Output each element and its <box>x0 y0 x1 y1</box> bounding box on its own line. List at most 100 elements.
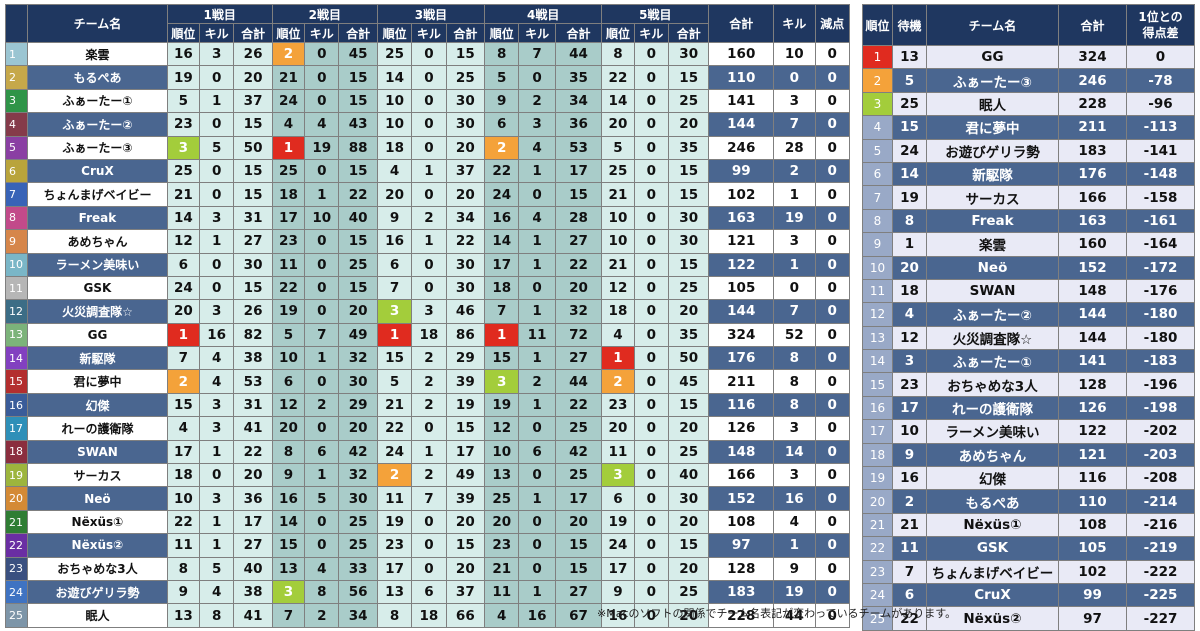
round-2-subtotal: 15 <box>338 88 378 114</box>
total-kills: 1 <box>773 533 816 558</box>
ranking-row: 17 10 ラーメン美味い 122 -202 <box>862 419 1195 444</box>
row-number: 4 <box>4 112 29 137</box>
diff-header-line1: 1位との <box>1138 10 1183 24</box>
round-1-kill: 0 <box>198 275 235 301</box>
round-2-subtotal: 34 <box>338 603 378 628</box>
round-2-subtotal: 42 <box>338 439 378 465</box>
team-row: 1 楽雲 16 3 26 2 0 45 25 0 15 8 7 44 8 0 30 160 10 0 <box>4 41 851 67</box>
rank-number: 8 <box>862 208 893 234</box>
round-1-kill: 1 <box>198 439 235 465</box>
round-3-subtotal: 39 <box>445 369 486 394</box>
round-1-kill: 4 <box>198 346 235 371</box>
round-4-rank: 23 <box>484 533 520 558</box>
rank-number: 18 <box>862 442 893 468</box>
rank-number: 24 <box>862 582 893 608</box>
round-1-rank: 14 <box>166 205 201 231</box>
round-5-rank: 20 <box>601 112 635 137</box>
round-1-rank: 1 <box>166 322 201 348</box>
seed-number: 2 <box>892 489 927 514</box>
rank-number: 1 <box>862 44 893 70</box>
ranking-row: 23 7 ちょんまげベイビー 102 -222 <box>862 559 1195 584</box>
round-3-rank: 13 <box>376 579 413 605</box>
rank-number: 21 <box>862 512 893 538</box>
round-1-rank: 22 <box>166 509 201 535</box>
round-3-subtotal: 20 <box>445 135 486 160</box>
round-4-subtotal: 35 <box>554 65 603 90</box>
rank-number: 2 <box>862 68 893 93</box>
seed-number: 9 <box>892 442 927 468</box>
round-5-rank: 11 <box>601 439 635 465</box>
seed-number: 10 <box>892 419 927 444</box>
round-2-subtotal: 15 <box>338 229 378 254</box>
round-4-rank-header: 順位 <box>484 23 520 43</box>
round-2-subtotal: 43 <box>338 112 378 137</box>
round-4-subtotal: 28 <box>554 205 603 231</box>
seed-number: 14 <box>892 161 927 187</box>
round-4-kill: 4 <box>518 205 556 231</box>
total-kills: 0 <box>773 275 816 301</box>
round-4-subtotal: 72 <box>554 322 603 348</box>
round-2-kill: 1 <box>304 463 340 488</box>
round-5-rank: 10 <box>601 205 635 231</box>
round-5-subtotal: 25 <box>667 579 710 605</box>
round-1-rank: 24 <box>166 275 201 301</box>
round-2-subtotal-header: 合計 <box>338 23 378 43</box>
team-name: CruX <box>27 158 168 184</box>
round-5-kill: 0 <box>633 439 669 465</box>
team-name: ラーメン美味い <box>27 252 168 277</box>
total-kills: 7 <box>773 112 816 137</box>
seed-number: 8 <box>892 208 927 234</box>
round-2-rank: 18 <box>271 182 306 207</box>
total-points: 105 <box>708 275 775 301</box>
rank-diff: -141 <box>1126 138 1195 163</box>
team-name: 幻傑 <box>27 392 168 418</box>
round-2-rank: 5 <box>271 322 306 348</box>
team-row: 15 君に夢中 2 4 53 6 0 30 5 2 39 3 2 44 2 0 45 211 8 0 <box>4 369 851 394</box>
round-1-rank: 8 <box>166 556 201 581</box>
round-4-rank: 18 <box>484 275 520 301</box>
round-3-rank: 16 <box>376 229 413 254</box>
team-name: サーカス <box>27 463 168 488</box>
round-5-subtotal: 25 <box>667 88 710 114</box>
round-5-rank: 8 <box>601 41 635 67</box>
round-3-rank: 23 <box>376 533 413 558</box>
round-2-subtotal: 32 <box>338 463 378 488</box>
round-4-rank: 11 <box>484 579 520 605</box>
row-number: 18 <box>4 439 29 465</box>
rank-total: 144 <box>1058 325 1127 351</box>
round-3-kill: 2 <box>411 463 447 488</box>
team-row: 18 SWAN 17 1 22 8 6 42 24 1 17 10 6 42 11 0 25 148 14 0 <box>4 439 851 465</box>
round-5-kill: 0 <box>633 369 669 394</box>
rank-diff: -113 <box>1126 115 1195 140</box>
round-3-rank: 1 <box>376 322 413 348</box>
penalty-header: 減点 <box>814 4 851 43</box>
rank-team-name: れーの護衛隊 <box>926 395 1059 421</box>
rank-number: 16 <box>862 395 893 421</box>
round-1-rank: 2 <box>166 369 201 394</box>
round-4-subtotal: 22 <box>554 392 603 418</box>
round-2-rank: 20 <box>271 416 306 441</box>
sub-header-row: 順位 キル 合計 順位 キル 合計 順位 キル 合計 順位 キル 合計 順位 キル 合計 <box>6 23 850 43</box>
total-points: 163 <box>708 205 775 231</box>
team-row: 7 ちょんまげベイビー 21 0 15 18 1 22 20 0 20 24 0 15 21 0 15 102 1 0 <box>4 182 851 207</box>
rank-diff: -198 <box>1126 395 1195 421</box>
round-5-subtotal: 30 <box>667 41 710 67</box>
ranking-row: 13 12 火災調査隊☆ 144 -180 <box>862 325 1195 351</box>
ranking-row: 10 20 Neö 152 -172 <box>862 255 1195 280</box>
rank-total: 163 <box>1058 208 1127 234</box>
total-kills: 1 <box>773 182 816 207</box>
total-points: 160 <box>708 41 775 67</box>
ranking-row: 11 18 SWAN 148 -176 <box>862 278 1195 304</box>
round-2-kill: 0 <box>304 229 340 254</box>
round-3-kill: 0 <box>411 65 447 90</box>
round-1-kill: 3 <box>198 392 235 418</box>
total-points: 211 <box>708 369 775 394</box>
team-header: チーム名 <box>27 4 168 43</box>
row-number: 21 <box>4 509 29 535</box>
round-1-subtotal: 15 <box>233 158 273 184</box>
round-1-rank: 7 <box>166 346 201 371</box>
round-3-kill: 0 <box>411 556 447 581</box>
round-4-subtotal: 44 <box>554 369 603 394</box>
round-2-rank: 12 <box>271 392 306 418</box>
round-5-kill: 0 <box>633 229 669 254</box>
